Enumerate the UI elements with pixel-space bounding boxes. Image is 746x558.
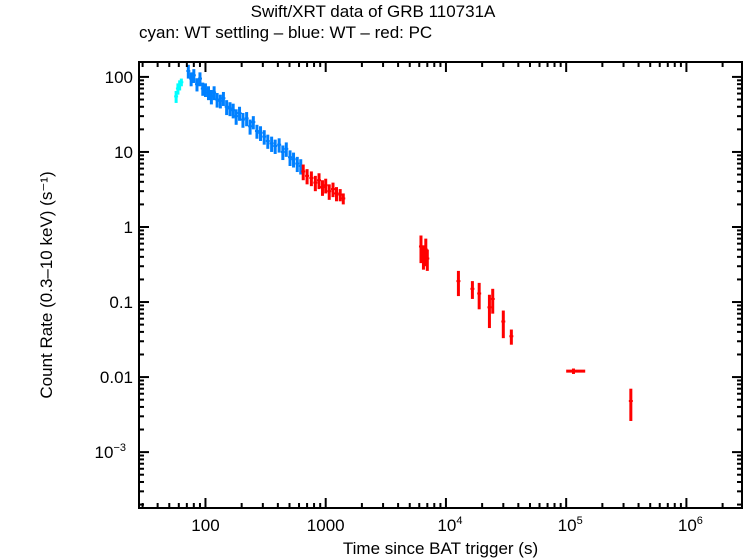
chart-subtitle: cyan: WT settling – blue: WT – red: PC <box>139 23 433 42</box>
y-tick-label: 0.1 <box>109 293 133 312</box>
y-tick-label: 1 <box>124 218 133 237</box>
y-tick-label: 10−3 <box>95 442 126 462</box>
x-tick-label: 104 <box>437 515 462 535</box>
plot-frame <box>138 61 743 509</box>
y-axis-label: Count Rate (0.3–10 keV) (s⁻¹) <box>37 171 56 398</box>
series-wt <box>186 64 303 175</box>
x-tick-label: 106 <box>678 515 703 535</box>
chart-title: Swift/XRT data of GRB 110731A <box>250 2 496 21</box>
x-tick-label: 105 <box>558 515 583 535</box>
x-tick-label: 100 <box>191 516 219 535</box>
x-axis-label: Time since BAT trigger (s) <box>343 539 538 558</box>
series-pc <box>301 164 633 421</box>
y-tick-label: 10 <box>114 143 133 162</box>
series-wt-settling <box>174 78 184 103</box>
y-tick-label: 100 <box>105 68 133 87</box>
y-tick-label: 0.01 <box>100 368 133 387</box>
x-tick-label: 1000 <box>307 516 345 535</box>
